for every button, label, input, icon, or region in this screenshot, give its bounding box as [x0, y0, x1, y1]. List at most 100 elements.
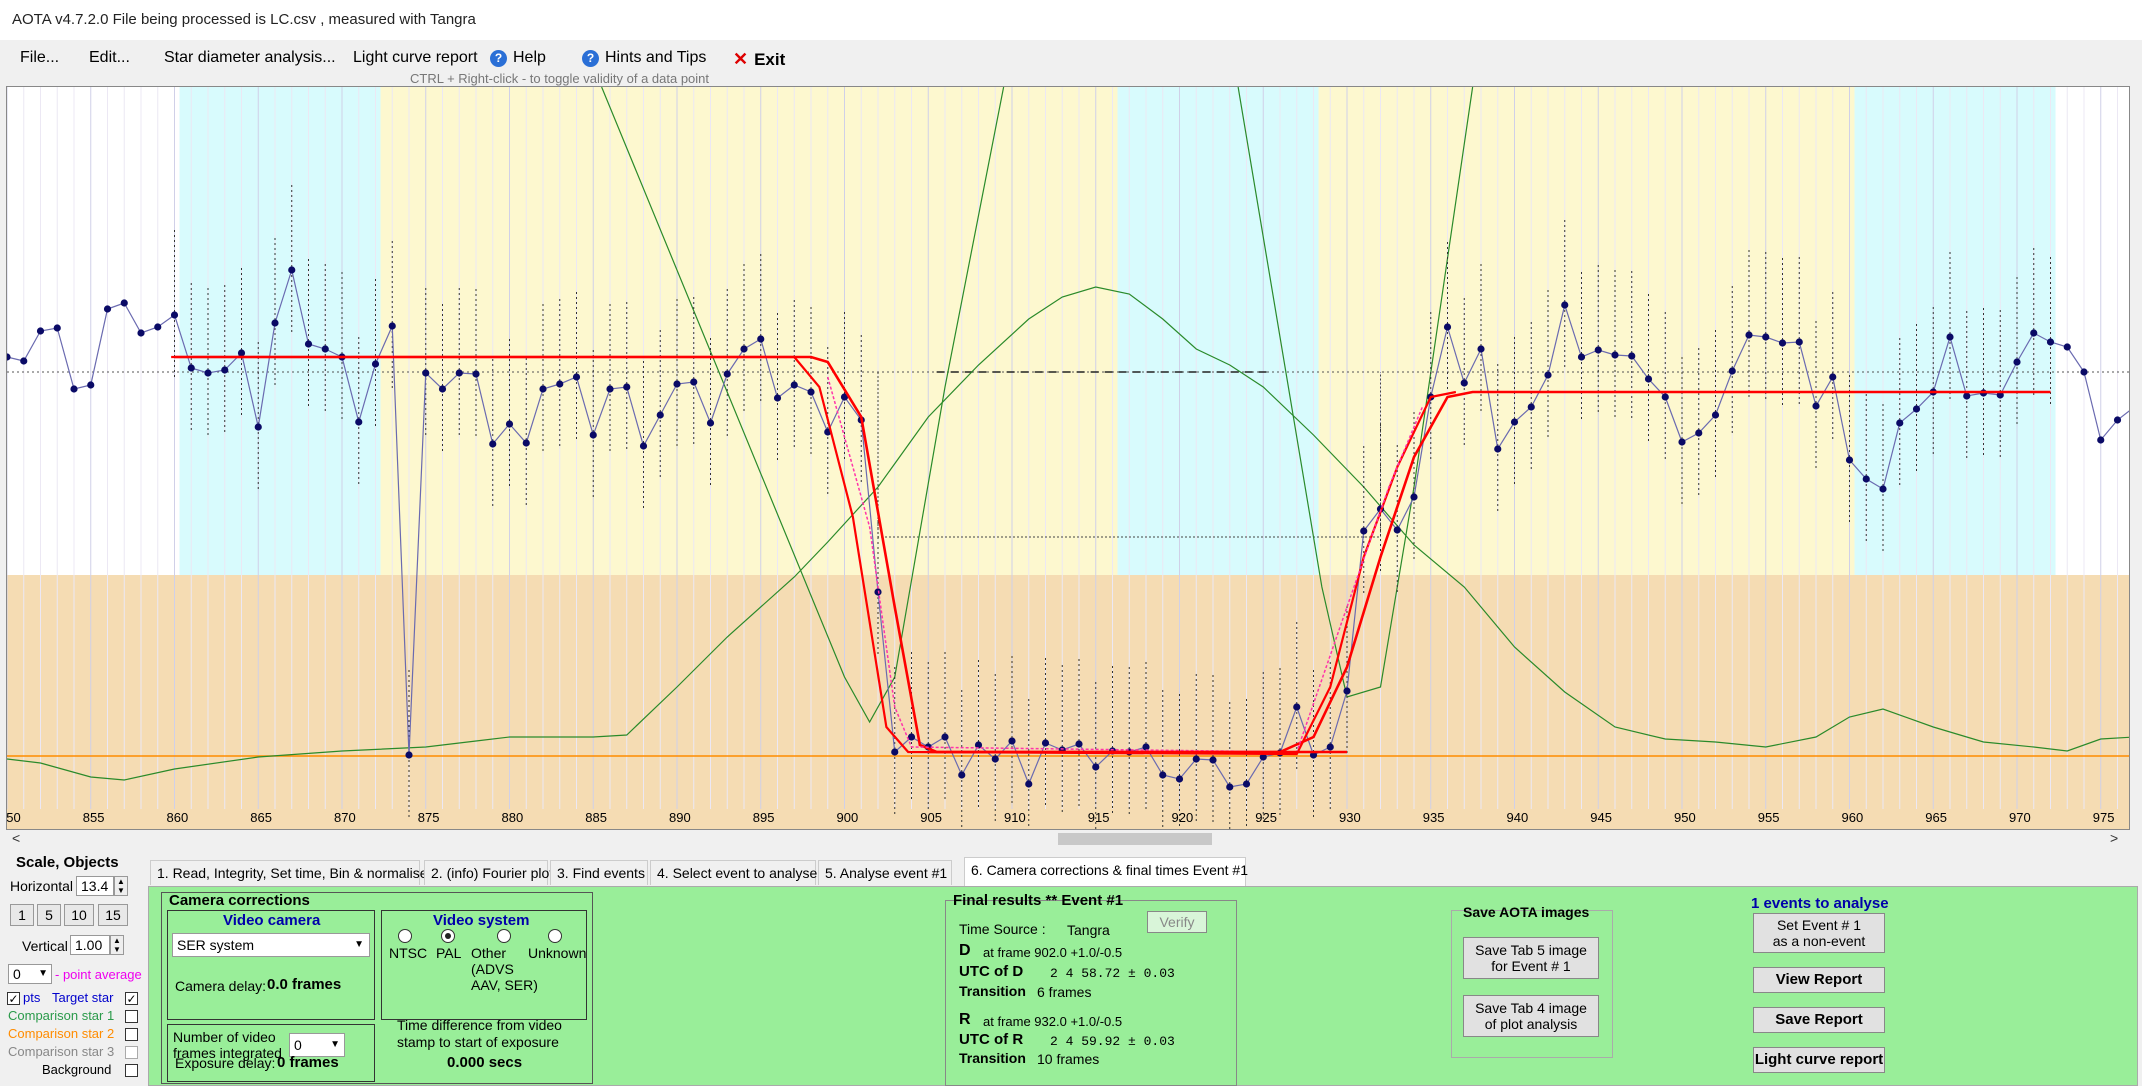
menu-exit[interactable]: ✕ Exit	[733, 49, 785, 70]
camera-delay-value: 0.0 frames	[267, 976, 342, 993]
data-point	[1242, 780, 1251, 788]
data-point	[87, 381, 95, 389]
data-point	[371, 360, 380, 368]
comparison-star-2-checkbox[interactable]	[125, 1028, 138, 1041]
tab-analyse-event[interactable]: 5. Analyse event #1	[818, 860, 952, 885]
data-point	[1410, 493, 1418, 501]
scale-button-10[interactable]: 10	[64, 904, 94, 926]
data-point	[1845, 456, 1854, 464]
x-tick-label: 850	[7, 810, 21, 825]
data-point	[1477, 345, 1485, 353]
data-point	[472, 370, 480, 378]
menu-file[interactable]: File...	[20, 49, 59, 67]
vertical-spinner[interactable]: ▲ ▼	[110, 935, 124, 955]
data-point	[1092, 763, 1100, 771]
camera-select-value: SER system	[177, 937, 255, 953]
menu-edit[interactable]: Edit...	[89, 49, 130, 67]
data-point	[1527, 403, 1535, 411]
target-star-label: Target star	[52, 990, 114, 1005]
tab-select-event[interactable]: 4. Select event to analyse	[650, 860, 817, 885]
other-radio[interactable]	[497, 929, 511, 943]
camera-delay-label: Camera delay:	[175, 978, 267, 994]
data-point	[807, 388, 815, 396]
other-label: Other	[471, 945, 507, 961]
ntsc-radio[interactable]	[398, 929, 412, 943]
data-point	[405, 751, 413, 759]
view-report-button[interactable]: View Report	[1753, 967, 1885, 993]
point-average-select[interactable]: 0 ▼	[8, 964, 52, 984]
chi-square-curve	[6, 286, 2135, 781]
tab-camera-corrections[interactable]: 6. Camera corrections & final times Even…	[964, 857, 1248, 886]
horizontal-spinner[interactable]: ▲ ▼	[114, 876, 128, 896]
x-tick-label: 925	[1255, 810, 1277, 825]
menu-star-diameter[interactable]: Star diameter analysis...	[164, 49, 336, 67]
target-star-checkbox[interactable]: ✓	[125, 992, 138, 1006]
time-difference-label: Time difference from video stamp to star…	[397, 1017, 562, 1050]
plot-scrollbar[interactable]: < >	[0, 830, 2142, 848]
menu-hints[interactable]: ? Hints and Tips	[582, 49, 706, 67]
d-label: D	[959, 942, 971, 959]
data-point	[1159, 771, 1167, 779]
scale-button-5[interactable]: 5	[37, 904, 61, 926]
data-point	[304, 340, 313, 348]
pts-checkbox[interactable]: ✓	[7, 992, 20, 1006]
menu-light-curve-report[interactable]: Light curve report	[353, 49, 478, 67]
tab-find-events[interactable]: 3. Find events	[550, 860, 648, 885]
tab-read-integrity[interactable]: 1. Read, Integrity, Set time, Bin & norm…	[150, 860, 428, 885]
comparison-star-3-checkbox[interactable]	[125, 1046, 138, 1059]
set-non-event-button[interactable]: Set Event # 1 as a non-event	[1753, 913, 1885, 953]
background-checkbox[interactable]	[125, 1064, 138, 1077]
data-point	[1209, 756, 1217, 764]
scale-button-1[interactable]: 1	[10, 904, 34, 926]
menu-help[interactable]: ? Help	[490, 49, 546, 67]
scroll-thumb[interactable]	[1058, 833, 1212, 845]
scroll-right-icon[interactable]: >	[2110, 830, 2119, 846]
x-tick-label: 875	[418, 810, 440, 825]
x-tick-label: 905	[920, 810, 942, 825]
light-curve-plot[interactable]: 850 855 860 865 870 875 880 885 890 895 900 905 910 9…	[0, 86, 2138, 852]
x-tick-label: 915	[1088, 810, 1110, 825]
camera-select[interactable]: SER system ▼	[172, 933, 370, 957]
frames-integrated-value: 0	[294, 1037, 302, 1053]
data-point	[2013, 358, 2021, 366]
data-point	[422, 369, 430, 377]
x-tick-label: 900	[837, 810, 859, 825]
save-tab5-button[interactable]: Save Tab 5 image for Event # 1	[1463, 937, 1599, 979]
utc-d-value: 2 4 58.72 ± 0.03	[1050, 966, 1175, 981]
scale-button-15[interactable]: 15	[98, 904, 128, 926]
chevron-down-icon: ▼	[38, 968, 48, 979]
time-source-value: Tangra	[1067, 922, 1110, 938]
tab-strip: 1. Read, Integrity, Set time, Bin & norm…	[148, 857, 2138, 886]
data-point	[1778, 339, 1787, 347]
save-tab4-button[interactable]: Save Tab 4 image of plot analysis	[1463, 995, 1599, 1037]
data-point	[1795, 338, 1803, 346]
save-report-button[interactable]: Save Report	[1753, 1007, 1885, 1033]
unknown-radio[interactable]	[548, 929, 562, 943]
frames-integrated-select[interactable]: 0 ▼	[289, 1033, 345, 1057]
light-curve-report-button[interactable]: Light curve report	[1753, 1047, 1885, 1073]
data-point	[489, 440, 497, 448]
r-frame: at frame 932.0 +1.0/-0.5	[983, 1014, 1123, 1029]
data-point	[187, 364, 195, 372]
help-icon: ?	[490, 49, 507, 67]
r-fit-curve	[1237, 86, 1474, 698]
x-tick-label: 930	[1339, 810, 1361, 825]
data-point	[941, 733, 949, 741]
vertical-scale-input[interactable]: 1.00	[70, 935, 110, 955]
verify-button[interactable]: Verify	[1147, 911, 1207, 933]
data-point	[623, 383, 631, 391]
camera-corrections-panel: Camera corrections Video camera SER syst…	[148, 886, 2138, 1086]
data-point	[673, 380, 681, 388]
data-point	[1510, 418, 1519, 426]
tab-fourier-plot[interactable]: 2. (info) Fourier plot	[424, 860, 553, 885]
x-tick-label: 960	[1842, 810, 1864, 825]
pal-radio[interactable]	[441, 929, 455, 943]
horizontal-scale-input[interactable]: 13.4	[76, 876, 114, 896]
data-point	[170, 311, 179, 319]
r-label: R	[959, 1011, 971, 1028]
comparison-star-1-checkbox[interactable]	[125, 1010, 138, 1023]
x-tick-label: 965	[1925, 810, 1947, 825]
data-point	[321, 345, 329, 353]
scroll-left-icon[interactable]: <	[12, 830, 21, 846]
menu-light-curve-report-label: Light curve report	[353, 49, 478, 66]
